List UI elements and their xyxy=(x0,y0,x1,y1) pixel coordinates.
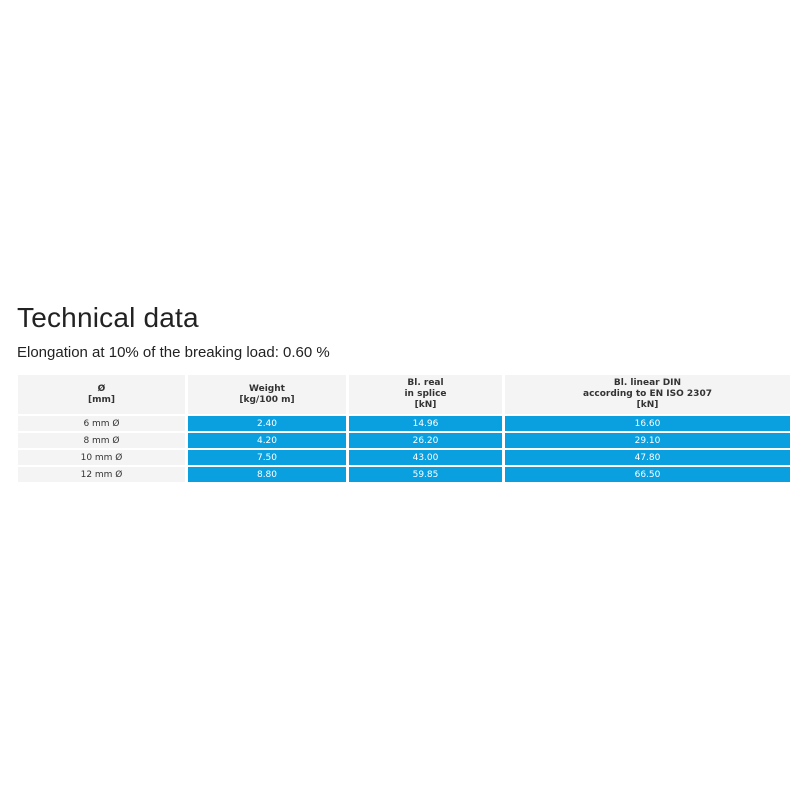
row-label: 8 mm Ø xyxy=(18,433,185,448)
technical-data-table: Ø [mm] Weight [kg/100 m] Bl. real in splic… xyxy=(18,375,790,482)
table-cell: 59.85 xyxy=(349,467,502,482)
table-cell: 16.60 xyxy=(505,416,790,431)
table-cell: 2.40 xyxy=(188,416,346,431)
column-header: Ø [mm] xyxy=(18,375,185,414)
row-label: 12 mm Ø xyxy=(18,467,185,482)
table-cell: 29.10 xyxy=(505,433,790,448)
column-header: Weight [kg/100 m] xyxy=(188,375,346,414)
table-cell: 66.50 xyxy=(505,467,790,482)
table-cell: 7.50 xyxy=(188,450,346,465)
page-title: Technical data xyxy=(17,302,199,333)
column-header: Bl. linear DIN according to EN ISO 2307 … xyxy=(505,375,790,414)
row-label: 10 mm Ø xyxy=(18,450,185,465)
table-cell: 26.20 xyxy=(349,433,502,448)
row-label: 6 mm Ø xyxy=(18,416,185,431)
elongation-note: Elongation at 10% of the breaking load: … xyxy=(17,344,330,361)
table-cell: 8.80 xyxy=(188,467,346,482)
table-cell: 4.20 xyxy=(188,433,346,448)
table-cell: 47.80 xyxy=(505,450,790,465)
table-cell: 14.96 xyxy=(349,416,502,431)
table-cell: 43.00 xyxy=(349,450,502,465)
column-header: Bl. real in splice [kN] xyxy=(349,375,502,414)
